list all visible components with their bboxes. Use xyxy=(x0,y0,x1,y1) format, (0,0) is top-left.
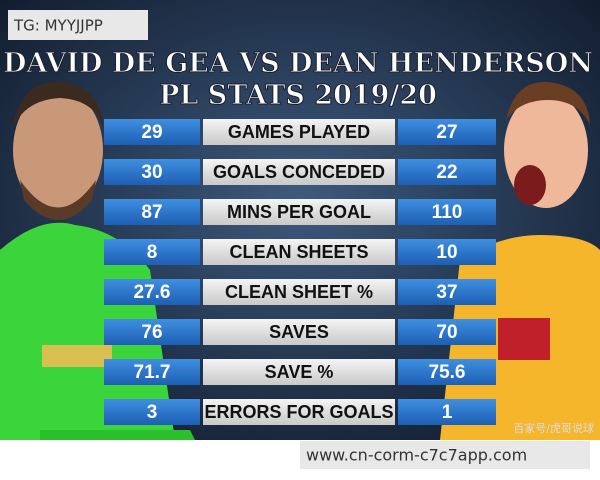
cell xyxy=(104,359,200,385)
cell xyxy=(203,159,395,185)
henderson-value: 27 xyxy=(436,122,457,143)
de-gea-value: 3 xyxy=(147,402,158,423)
de-gea-value: 8 xyxy=(147,242,158,263)
cell xyxy=(203,119,395,145)
cell xyxy=(104,239,200,265)
cell xyxy=(203,199,395,225)
cell xyxy=(104,199,200,225)
cell xyxy=(203,279,395,305)
de-gea-value: 76 xyxy=(141,322,162,343)
cell xyxy=(104,119,200,145)
subtitle: PL STATS 2019/20 xyxy=(159,80,437,111)
source-mark: 百家号/虎哥说球 xyxy=(513,421,594,435)
stat-label: ERRORS FOR GOALS xyxy=(204,402,393,422)
left-player xyxy=(0,81,195,440)
watermark-bottom: www.cn-corm-c7c7app.com xyxy=(306,446,527,465)
cell xyxy=(104,279,200,305)
cell xyxy=(398,359,496,385)
henderson-value: 70 xyxy=(436,322,457,343)
cell xyxy=(104,159,200,185)
de-gea-value: 30 xyxy=(141,162,162,183)
henderson-value: 10 xyxy=(436,242,457,263)
cell xyxy=(398,279,496,305)
henderson-value: 22 xyxy=(436,162,457,183)
title: DAVID DE GEA VS DEAN HENDERSON xyxy=(3,48,593,79)
stat-label: GAMES PLAYED xyxy=(228,122,370,142)
cell xyxy=(203,319,395,345)
stat-label: SAVES xyxy=(269,322,329,342)
de-gea-value: 71.7 xyxy=(134,362,171,383)
cell xyxy=(104,319,200,345)
cell xyxy=(398,239,496,265)
cell xyxy=(203,399,395,425)
cell xyxy=(398,199,496,225)
henderson-value: 75.6 xyxy=(429,362,466,383)
stat-label: CLEAN SHEET % xyxy=(225,282,373,302)
de-gea-value: 27.6 xyxy=(134,282,171,303)
de-gea-value: 29 xyxy=(141,122,162,143)
henderson-value: 110 xyxy=(432,202,463,223)
cell xyxy=(104,399,200,425)
cell xyxy=(398,119,496,145)
henderson-value: 37 xyxy=(436,282,457,303)
cell xyxy=(203,239,395,265)
cell xyxy=(203,359,395,385)
cell xyxy=(398,399,496,425)
watermark-top: TG: MYYJJPP xyxy=(13,17,103,35)
stat-label: CLEAN SHEETS xyxy=(229,242,368,262)
stat-label: MINS PER GOAL xyxy=(227,202,371,222)
watermark-box xyxy=(300,441,590,469)
stat-label: GOALS CONCEDED xyxy=(213,162,385,182)
cell xyxy=(398,319,496,345)
henderson-value: 1 xyxy=(442,402,453,423)
stats-table: 29 GAMES PLAYED 27 30 GOALS CONCEDED 22 87 MINS… xyxy=(104,119,496,425)
watermark-box xyxy=(8,10,148,40)
stat-label: SAVE % xyxy=(265,362,334,382)
cell xyxy=(398,159,496,185)
de-gea-value: 87 xyxy=(141,202,162,223)
